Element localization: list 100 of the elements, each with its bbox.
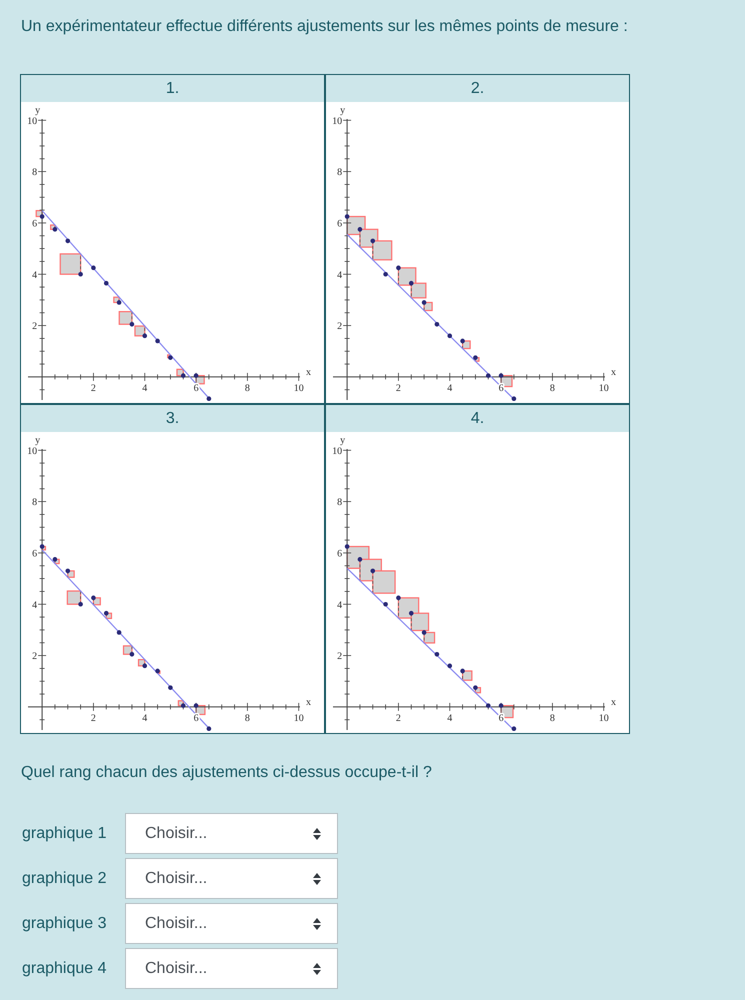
text: Un expérimentateur effectue différents ajustements sur les mêmes points de mesure : bbox=[21, 18, 628, 35]
y-tick-label: 8 bbox=[32, 167, 38, 178]
point bbox=[383, 272, 388, 277]
y-tick-label: 8 bbox=[337, 167, 342, 178]
point bbox=[65, 238, 70, 244]
x-tick-label: 2 bbox=[90, 382, 96, 394]
point bbox=[52, 227, 58, 232]
point bbox=[447, 664, 452, 668]
chart-title: 4. bbox=[470, 410, 484, 427]
y-tick-label: 4 bbox=[337, 600, 342, 611]
y-tick-label: 6 bbox=[337, 218, 342, 230]
y-tick-label: 8 bbox=[32, 497, 38, 508]
dropdown-field: Choisir... bbox=[125, 813, 338, 854]
point bbox=[370, 238, 376, 244]
point bbox=[116, 300, 122, 305]
x-tick-label: 6 bbox=[194, 382, 199, 394]
x-tick-label: 6 bbox=[194, 712, 199, 724]
point bbox=[344, 214, 350, 219]
x-tick-label: 8 bbox=[550, 712, 555, 724]
y-tick-label: 4 bbox=[32, 600, 38, 611]
y-tick-label: 6 bbox=[32, 218, 38, 230]
y-tick-label: 6 bbox=[32, 548, 38, 560]
point bbox=[168, 685, 173, 690]
point bbox=[78, 602, 83, 607]
x-tick-label: 4 bbox=[142, 712, 148, 724]
point bbox=[91, 596, 96, 600]
x-tick-label: 8 bbox=[550, 382, 555, 394]
point bbox=[396, 596, 401, 600]
point bbox=[396, 266, 401, 270]
point bbox=[408, 280, 414, 286]
y-tick-label: 6 bbox=[337, 548, 342, 560]
point bbox=[40, 214, 44, 219]
text: graphique 3 bbox=[22, 914, 107, 932]
point bbox=[434, 652, 440, 657]
y-axis-title: y bbox=[35, 105, 40, 116]
x-axis-title: x bbox=[611, 366, 616, 378]
point bbox=[512, 396, 516, 402]
point bbox=[65, 568, 70, 574]
point bbox=[422, 630, 426, 635]
point bbox=[206, 396, 212, 402]
y-tick-label: 2 bbox=[337, 651, 342, 662]
point bbox=[447, 334, 452, 338]
x-axis-title: x bbox=[306, 366, 311, 378]
x-tick-label: 10 bbox=[294, 382, 304, 394]
chart-title: 3. bbox=[166, 410, 180, 427]
point bbox=[512, 726, 516, 732]
y-tick-label: 2 bbox=[32, 651, 38, 662]
y-tick-label: 2 bbox=[337, 321, 342, 332]
x-tick-label: 4 bbox=[447, 712, 452, 724]
point bbox=[498, 703, 504, 708]
y-tick-label: 8 bbox=[337, 497, 342, 508]
x-axis-title: x bbox=[306, 696, 311, 708]
point bbox=[358, 227, 362, 232]
y-tick-label: 4 bbox=[337, 270, 342, 281]
y-tick-label: 4 bbox=[32, 270, 38, 281]
y-tick-label: 2 bbox=[32, 321, 38, 332]
dropdown-field: Choisir... bbox=[125, 858, 338, 899]
x-tick-label: 8 bbox=[244, 382, 250, 394]
text: graphique 4 bbox=[22, 960, 107, 976]
point bbox=[116, 630, 122, 635]
x-tick-label: 10 bbox=[598, 382, 609, 394]
point bbox=[370, 568, 376, 574]
x-tick-label: 10 bbox=[294, 712, 304, 724]
point bbox=[142, 334, 148, 338]
y-axis-title: y bbox=[340, 105, 346, 116]
point bbox=[460, 338, 465, 344]
point bbox=[142, 664, 148, 668]
y-tick-label: 10 bbox=[332, 116, 342, 127]
point bbox=[473, 685, 478, 690]
point bbox=[91, 266, 96, 270]
dropdown-field: Choisir... bbox=[125, 903, 338, 944]
x-tick-label: 8 bbox=[244, 712, 250, 724]
point bbox=[206, 726, 212, 732]
x-tick-label: 2 bbox=[396, 382, 401, 394]
point bbox=[78, 272, 83, 277]
chart-title: 2. bbox=[470, 80, 484, 97]
y-tick-label: 10 bbox=[27, 446, 38, 457]
text: graphique 1 bbox=[22, 824, 107, 842]
y-axis-title: y bbox=[35, 435, 40, 446]
point bbox=[422, 300, 426, 305]
point bbox=[383, 602, 388, 607]
point bbox=[344, 544, 350, 549]
x-tick-label: 10 bbox=[598, 712, 609, 724]
point bbox=[408, 610, 414, 616]
point bbox=[434, 322, 440, 327]
point bbox=[130, 652, 134, 657]
point bbox=[104, 610, 109, 616]
point bbox=[358, 557, 362, 562]
point bbox=[460, 668, 465, 674]
y-axis-title: y bbox=[340, 435, 346, 446]
y-tick-label: 10 bbox=[27, 116, 38, 127]
x-tick-label: 2 bbox=[396, 712, 401, 724]
text: Quel rang chacun des ajustements ci-dessus occupe-t-il ? bbox=[21, 764, 432, 781]
chart-title: 1. bbox=[166, 80, 180, 97]
dropdown-field: Choisir... bbox=[125, 948, 338, 989]
point bbox=[104, 280, 109, 286]
x-tick-label: 4 bbox=[142, 382, 148, 394]
y-tick-label: 10 bbox=[332, 446, 342, 457]
x-tick-label: 4 bbox=[447, 382, 452, 394]
text: graphique 2 bbox=[22, 870, 107, 886]
